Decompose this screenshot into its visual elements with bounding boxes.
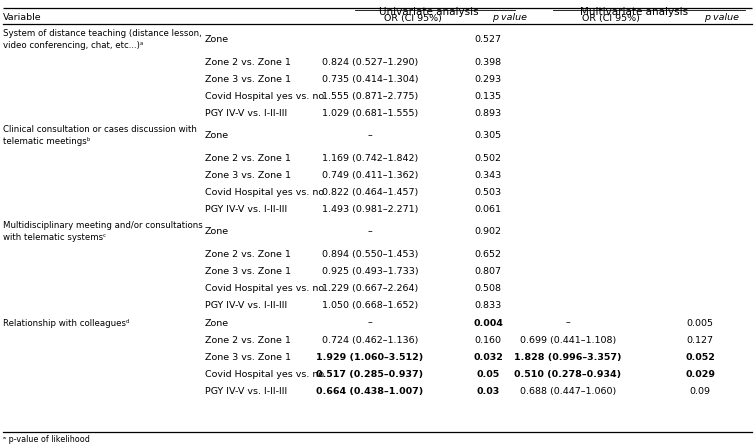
Text: 1.929 (1.060–3.512): 1.929 (1.060–3.512) <box>316 353 424 362</box>
Text: 0.822 (0.464–1.457): 0.822 (0.464–1.457) <box>322 188 418 197</box>
Text: 0.032: 0.032 <box>473 353 503 362</box>
Text: 0.749 (0.411–1.362): 0.749 (0.411–1.362) <box>322 171 418 180</box>
Text: 1.555 (0.871–2.775): 1.555 (0.871–2.775) <box>322 92 418 101</box>
Text: PGY IV-V vs. I-II-III: PGY IV-V vs. I-II-III <box>205 109 287 118</box>
Text: –: – <box>368 227 372 236</box>
Text: 0.652: 0.652 <box>474 250 501 259</box>
Text: Zone 3 vs. Zone 1: Zone 3 vs. Zone 1 <box>205 267 291 276</box>
Text: 0.03: 0.03 <box>476 387 500 396</box>
Text: –: – <box>368 318 372 327</box>
Text: 0.664 (0.438–1.007): 0.664 (0.438–1.007) <box>316 387 424 396</box>
Text: 0.688 (0.447–1.060): 0.688 (0.447–1.060) <box>520 387 616 396</box>
Text: Zone: Zone <box>205 318 229 327</box>
Text: 0.004: 0.004 <box>473 318 503 327</box>
Text: 1.229 (0.667–2.264): 1.229 (0.667–2.264) <box>322 284 418 293</box>
Text: ᵃ p-value of likelihood: ᵃ p-value of likelihood <box>3 435 90 444</box>
Text: 0.029: 0.029 <box>685 370 715 379</box>
Text: Zone 2 vs. Zone 1: Zone 2 vs. Zone 1 <box>205 154 291 163</box>
Text: 0.305: 0.305 <box>474 132 501 140</box>
Text: 0.527: 0.527 <box>474 36 501 45</box>
Text: Multivariate analysis: Multivariate analysis <box>580 7 688 17</box>
Text: Multidisciplinary meeting and/or consultations: Multidisciplinary meeting and/or consult… <box>3 222 203 231</box>
Text: PGY IV-V vs. I-II-III: PGY IV-V vs. I-II-III <box>205 205 287 214</box>
Text: Zone: Zone <box>205 132 229 140</box>
Text: PGY IV-V vs. I-II-III: PGY IV-V vs. I-II-III <box>205 301 287 310</box>
Text: 0.293: 0.293 <box>474 75 501 84</box>
Text: 0.833: 0.833 <box>474 301 501 310</box>
Text: 0.05: 0.05 <box>476 370 500 379</box>
Text: Zone 3 vs. Zone 1: Zone 3 vs. Zone 1 <box>205 171 291 180</box>
Text: 0.398: 0.398 <box>474 58 501 67</box>
Text: Zone 3 vs. Zone 1: Zone 3 vs. Zone 1 <box>205 353 291 362</box>
Text: 0.894 (0.550–1.453): 0.894 (0.550–1.453) <box>322 250 418 259</box>
Text: 1.029 (0.681–1.555): 1.029 (0.681–1.555) <box>322 109 418 118</box>
Text: with telematic systemsᶜ: with telematic systemsᶜ <box>3 232 106 241</box>
Text: Clinical consultation or cases discussion with: Clinical consultation or cases discussio… <box>3 125 197 135</box>
Text: Zone 2 vs. Zone 1: Zone 2 vs. Zone 1 <box>205 250 291 259</box>
Text: Covid Hospital yes vs. no: Covid Hospital yes vs. no <box>205 370 324 379</box>
Text: 0.699 (0.441–1.108): 0.699 (0.441–1.108) <box>520 336 616 345</box>
Text: 1.169 (0.742–1.842): 1.169 (0.742–1.842) <box>322 154 418 163</box>
Text: Zone: Zone <box>205 36 229 45</box>
Text: 0.09: 0.09 <box>689 387 710 396</box>
Text: 1.050 (0.668–1.652): 1.050 (0.668–1.652) <box>322 301 418 310</box>
Text: 0.510 (0.278–0.934): 0.510 (0.278–0.934) <box>514 370 621 379</box>
Text: 0.135: 0.135 <box>474 92 501 101</box>
Text: PGY IV-V vs. I-II-III: PGY IV-V vs. I-II-III <box>205 387 287 396</box>
Text: 0.503: 0.503 <box>474 188 501 197</box>
Text: 0.735 (0.414–1.304): 0.735 (0.414–1.304) <box>322 75 418 84</box>
Text: Zone 2 vs. Zone 1: Zone 2 vs. Zone 1 <box>205 336 291 345</box>
Text: Variable: Variable <box>3 13 42 22</box>
Text: 1.828 (0.996–3.357): 1.828 (0.996–3.357) <box>514 353 622 362</box>
Text: Univariate analysis: Univariate analysis <box>379 7 479 17</box>
Text: –: – <box>565 318 570 327</box>
Text: 0.925 (0.493–1.733): 0.925 (0.493–1.733) <box>322 267 418 276</box>
Text: 0.052: 0.052 <box>685 353 715 362</box>
Text: p value: p value <box>492 13 528 22</box>
Text: 1.493 (0.981–2.271): 1.493 (0.981–2.271) <box>322 205 418 214</box>
Text: 0.061: 0.061 <box>474 205 501 214</box>
Text: Zone 3 vs. Zone 1: Zone 3 vs. Zone 1 <box>205 75 291 84</box>
Text: 0.893: 0.893 <box>474 109 501 118</box>
Text: OR (CI 95%): OR (CI 95%) <box>384 13 442 22</box>
Text: –: – <box>368 132 372 140</box>
Text: Covid Hospital yes vs. no: Covid Hospital yes vs. no <box>205 188 324 197</box>
Text: 0.807: 0.807 <box>474 267 501 276</box>
Text: 0.824 (0.527–1.290): 0.824 (0.527–1.290) <box>322 58 418 67</box>
Text: p value: p value <box>704 13 739 22</box>
Text: OR (CI 95%): OR (CI 95%) <box>582 13 640 22</box>
Text: 0.343: 0.343 <box>474 171 501 180</box>
Text: Covid Hospital yes vs. no: Covid Hospital yes vs. no <box>205 92 324 101</box>
Text: 0.005: 0.005 <box>686 318 713 327</box>
Text: 0.160: 0.160 <box>474 336 501 345</box>
Text: Zone: Zone <box>205 227 229 236</box>
Text: 0.902: 0.902 <box>474 227 501 236</box>
Text: Relationship with colleaguesᵈ: Relationship with colleaguesᵈ <box>3 318 129 327</box>
Text: System of distance teaching (distance lesson,: System of distance teaching (distance le… <box>3 29 202 38</box>
Text: 0.508: 0.508 <box>474 284 501 293</box>
Text: 0.517 (0.285–0.937): 0.517 (0.285–0.937) <box>316 370 424 379</box>
Text: Zone 2 vs. Zone 1: Zone 2 vs. Zone 1 <box>205 58 291 67</box>
Text: 0.724 (0.462–1.136): 0.724 (0.462–1.136) <box>322 336 418 345</box>
Text: 0.502: 0.502 <box>474 154 501 163</box>
Text: 0.127: 0.127 <box>686 336 713 345</box>
Text: video conferencing, chat, etc...)ᵃ: video conferencing, chat, etc...)ᵃ <box>3 41 143 50</box>
Text: telematic meetingsᵇ: telematic meetingsᵇ <box>3 136 91 145</box>
Text: Covid Hospital yes vs. no: Covid Hospital yes vs. no <box>205 284 324 293</box>
